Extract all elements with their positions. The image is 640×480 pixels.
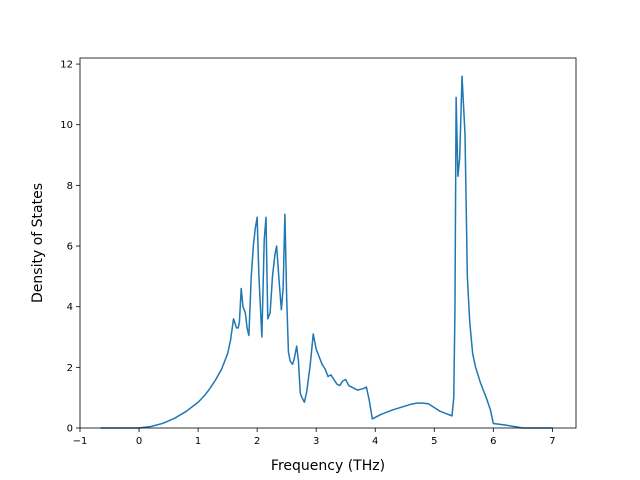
x-tick-label: 3 [313,436,319,447]
y-tick-label: 12 [60,60,73,71]
y-tick-label: 10 [60,120,73,131]
x-tick-label: 2 [254,436,260,447]
axes-frame [79,57,577,429]
x-tick-label: 1 [195,436,201,447]
x-tick-label: 6 [490,436,496,447]
y-tick-label: 4 [67,302,73,313]
x-axis-label: Frequency (THz) [271,458,385,474]
y-axis-ticks: 0 2 4 6 8 10 12 [60,60,80,435]
y-tick-label: 6 [67,242,73,253]
x-axis-ticks: −1 0 1 2 3 4 5 6 7 [73,428,556,447]
x-tick-label: 0 [136,436,142,447]
x-tick-label: 4 [372,436,378,447]
y-axis-label: Density of States [30,183,46,303]
x-tick-label: −1 [73,436,88,447]
x-tick-label: 7 [549,436,555,447]
dos-series-line-0 [100,75,553,429]
y-tick-label: 0 [67,424,73,435]
y-tick-label: 2 [67,363,73,374]
y-tick-label: 8 [67,181,73,192]
plot-area [80,58,576,428]
x-tick-label: 5 [431,436,437,447]
series-layer [100,75,553,429]
